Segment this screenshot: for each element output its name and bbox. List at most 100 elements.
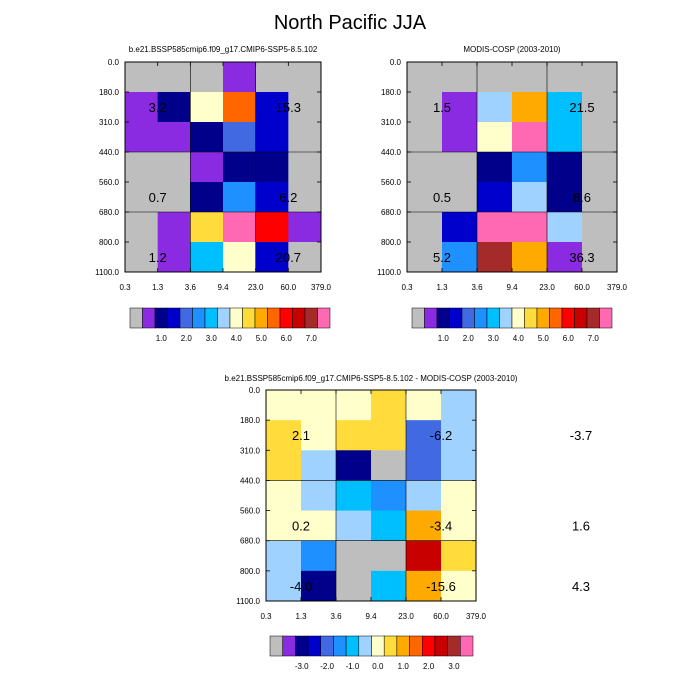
colorbar-swatch (320, 635, 334, 657)
colorbar-swatch (229, 307, 243, 329)
colorbar-swatch (254, 307, 268, 329)
heatmap-cell (512, 241, 548, 273)
heatmap-cell (125, 212, 159, 243)
heatmap-cell (371, 480, 407, 512)
cell-value-label: 0.5 (433, 190, 451, 205)
heatmap-cell (336, 540, 372, 572)
colorbar-swatch (317, 307, 331, 329)
y-tick-label: 0.0 (249, 386, 261, 395)
cell-value-label: 1.2 (149, 250, 167, 265)
heatmap-cell (512, 181, 548, 213)
heatmap-cell (301, 420, 337, 451)
heatmap-cell (266, 480, 302, 512)
y-tick-label: 560.0 (99, 178, 120, 187)
heatmap-cell (190, 92, 224, 123)
colorbar-swatch (142, 307, 156, 329)
heatmap-cell (190, 241, 224, 273)
heatmap-cell (157, 181, 191, 213)
heatmap-cell (371, 450, 407, 481)
colorbar-swatch (345, 635, 360, 657)
cell-value-label: 21.5 (569, 100, 594, 115)
heatmap-cell (547, 121, 583, 153)
colorbar-swatch (269, 635, 283, 657)
cell-value-label: 1.6 (572, 519, 590, 534)
heatmap-cell (512, 212, 548, 243)
y-tick-label: 560.0 (381, 178, 402, 187)
heatmap-cell (441, 480, 477, 512)
colorbar-tick-label: 5.0 (256, 334, 268, 343)
y-tick-label: 180.0 (240, 416, 261, 425)
heatmap-cell (441, 510, 477, 542)
heatmap-cell (371, 390, 407, 421)
heatmap-cell (301, 570, 337, 602)
heatmap-cell (190, 181, 224, 213)
colorbar-swatch (154, 307, 168, 329)
colorbar-swatch (282, 635, 296, 657)
heatmap-cell (288, 121, 322, 153)
x-tick-label: 60.0 (281, 283, 297, 292)
colorbar-swatch (167, 307, 181, 329)
x-tick-label: 60.0 (433, 612, 449, 621)
cell-value-label: -6.2 (430, 428, 452, 443)
heatmap-cell (441, 420, 477, 451)
heatmap-cell (266, 510, 302, 542)
heatmap-cell (582, 152, 618, 183)
colorbar-tick-label: 4.0 (513, 334, 525, 343)
colorbar: 1.0 2.0 3.0 4.0 5.0 6.0 7.0 (129, 307, 331, 343)
heatmap-cell (441, 570, 477, 602)
heatmap-cell (406, 390, 442, 421)
heatmap-cell (190, 62, 224, 93)
x-tick-label: 379.0 (311, 283, 332, 292)
heatmap-cell (406, 420, 442, 451)
heatmap-cell (547, 62, 583, 93)
heatmap-cell (442, 62, 478, 93)
y-tick-label: 440.0 (99, 148, 120, 157)
y-tick-label: 0.0 (108, 58, 120, 67)
heatmap-cell (336, 390, 372, 421)
heatmap-cell (288, 92, 322, 123)
heatmap-cell (190, 121, 224, 153)
heatmap-cell (157, 62, 191, 93)
x-tick-label: 23.0 (539, 283, 555, 292)
colorbar-tick-label: 1.0 (156, 334, 168, 343)
heatmap-cell (371, 420, 407, 451)
heatmap-cell (223, 92, 257, 123)
colorbar-swatch (304, 307, 318, 329)
cell-value-label: 3.2 (149, 100, 167, 115)
heatmap-cell (255, 181, 289, 213)
heatmap-cell (407, 62, 443, 93)
cell-value-label: -3.7 (570, 428, 592, 443)
cell-value-label: 4.3 (572, 579, 590, 594)
colorbar-tick-label: 5.0 (538, 334, 550, 343)
colorbar-tick-label: 1.0 (438, 334, 450, 343)
colorbar-swatch (192, 307, 206, 329)
cell-value-label: -3.4 (430, 519, 452, 534)
heatmap-cell (301, 390, 337, 421)
figure-title: North Pacific JJA (273, 12, 427, 34)
y-tick-label: 1100.0 (236, 597, 260, 606)
x-tick-label: 379.0 (607, 283, 628, 292)
y-tick-label: 310.0 (99, 118, 120, 127)
colorbar-swatch (536, 307, 550, 329)
y-tick-label: 680.0 (381, 208, 402, 217)
x-tick-label: 0.3 (260, 612, 272, 621)
colorbar-swatch (586, 307, 600, 329)
panel-2: MODIS-COSP (2003-2010)1.521.57.40.58.68.… (377, 45, 628, 343)
heatmap-cell (336, 480, 372, 512)
heatmap-cell (547, 241, 583, 273)
heatmap-cell (371, 540, 407, 572)
colorbar-swatch (396, 635, 410, 657)
colorbar-swatch (217, 307, 231, 329)
cell-value-label: 2.1 (292, 428, 310, 443)
y-tick-label: 440.0 (381, 148, 402, 157)
heatmap-cell (582, 241, 618, 273)
colorbar-swatch (599, 307, 613, 329)
y-tick-label: 680.0 (240, 537, 261, 546)
heatmap-cell (547, 181, 583, 213)
y-tick-label: 440.0 (240, 476, 261, 485)
x-tick-label: 3.6 (185, 283, 197, 292)
x-tick-label: 3.6 (471, 283, 483, 292)
colorbar-swatch (358, 635, 372, 657)
heatmap-cell (406, 570, 442, 602)
